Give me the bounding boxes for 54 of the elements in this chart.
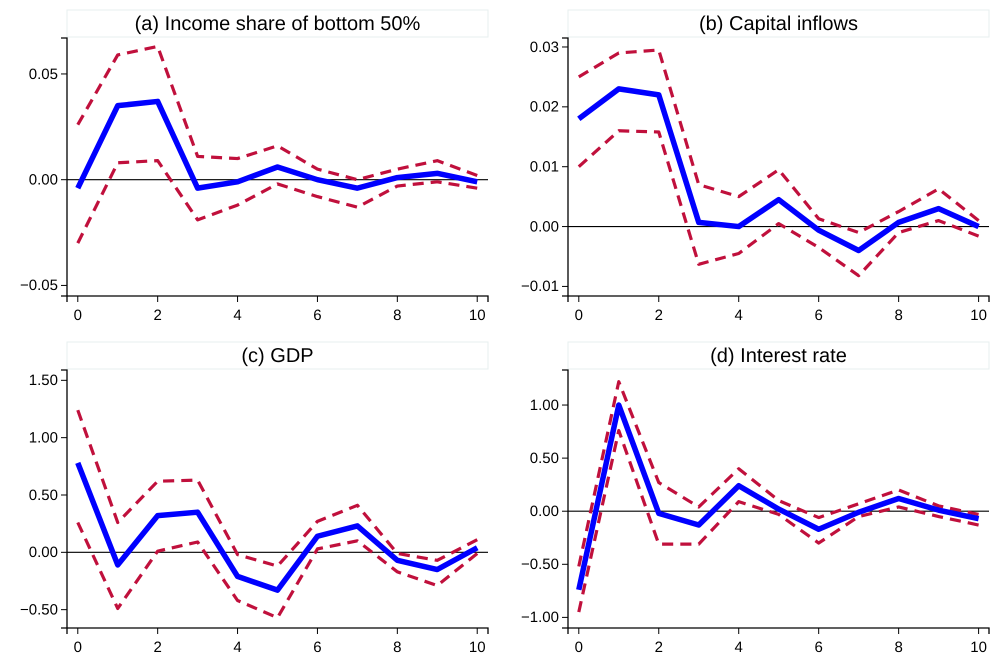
x-tick-label: 2 <box>654 639 663 653</box>
x-tick-label: 8 <box>894 307 903 324</box>
line-series <box>76 408 479 568</box>
y-tick-label: −0.50 <box>521 556 559 574</box>
x-tick-label: 10 <box>468 639 486 653</box>
y-tick-label: 1.00 <box>530 396 559 414</box>
line-series <box>76 159 479 245</box>
x-tick-label: 8 <box>894 639 903 653</box>
y-tick-label: 0.02 <box>530 98 559 116</box>
line-series <box>577 380 980 568</box>
y-tick-label: 0.01 <box>530 158 559 176</box>
x-tick-label: 0 <box>574 307 583 324</box>
y-tick-label: 0.00 <box>28 544 58 562</box>
chart-title: (d) Interest rate <box>710 345 847 367</box>
y-tick-label: −0.50 <box>20 601 58 618</box>
y-tick-label: 0.50 <box>530 450 559 467</box>
x-tick-label: 6 <box>814 639 823 653</box>
x-tick-label: 10 <box>468 307 486 324</box>
line-series <box>577 129 980 278</box>
x-tick-label: 10 <box>970 639 987 653</box>
y-tick-label: 0.00 <box>28 171 58 188</box>
line-series <box>76 44 479 182</box>
x-tick-label: 8 <box>393 307 402 324</box>
y-tick-label: 0.05 <box>28 66 58 83</box>
y-tick-label: −0.01 <box>521 278 559 296</box>
y-tick-label: 0.00 <box>530 218 559 236</box>
x-tick-label: 6 <box>313 639 322 653</box>
y-tick-label: −0.05 <box>20 277 58 294</box>
x-tick-label: 4 <box>233 639 242 653</box>
line-series <box>577 48 980 234</box>
x-tick-label: 2 <box>154 307 162 324</box>
x-tick-label: 2 <box>154 639 162 653</box>
x-tick-label: 4 <box>734 307 743 324</box>
y-tick-label: 1.50 <box>28 372 58 390</box>
x-tick-label: 6 <box>814 307 823 324</box>
y-tick-label: 0.50 <box>28 486 58 504</box>
y-tick-label: 1.00 <box>28 429 58 446</box>
y-tick-label: 0.00 <box>530 503 559 520</box>
x-tick-label: 2 <box>654 307 663 324</box>
x-tick-label: 6 <box>313 307 322 324</box>
line-series <box>76 520 479 620</box>
x-tick-label: 4 <box>233 307 242 324</box>
x-tick-label: 0 <box>574 639 583 653</box>
chart-title: (a) Income share of bottom 50% <box>134 13 421 35</box>
y-tick-label: −1.00 <box>521 609 559 626</box>
line-series <box>577 428 980 614</box>
chart-title: (b) Capital inflows <box>699 13 858 35</box>
x-tick-label: 10 <box>970 307 987 324</box>
x-tick-label: 0 <box>74 639 82 653</box>
x-tick-label: 8 <box>393 639 402 653</box>
y-tick-label: 0.03 <box>530 38 559 56</box>
chart-title: (c) GDP <box>241 345 314 367</box>
x-tick-label: 4 <box>734 639 743 653</box>
x-tick-label: 0 <box>74 307 82 324</box>
